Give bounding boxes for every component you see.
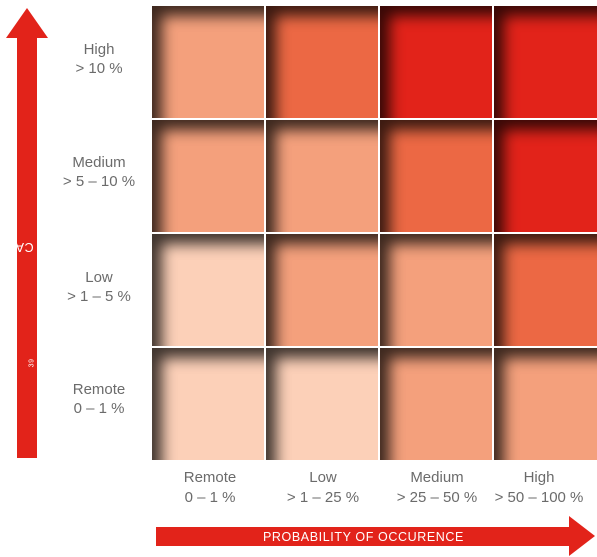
- row-label-range: > 10 %: [75, 60, 123, 77]
- y-axis-label: PLANNED FREE CASH FLOW IMPACT 39: [0, 36, 140, 458]
- col-label-range: > 25 – 50 %: [396, 489, 478, 506]
- y-axis-arrow: [17, 36, 37, 458]
- matrix-cell-r2-c2: [380, 234, 492, 346]
- row-label-name: Remote: [72, 381, 126, 398]
- col-label-range: > 50 – 100 %: [494, 489, 584, 506]
- row-label-low: Low > 1 – 5 %: [44, 268, 154, 306]
- y-axis-arrow-head: [6, 8, 48, 38]
- row-label-name: High: [83, 41, 115, 58]
- row-label-range: > 5 – 10 %: [62, 173, 136, 190]
- matrix-cell-r1-c0: [152, 120, 264, 232]
- x-axis-arrow-head: [569, 516, 595, 556]
- matrix-cell-r1-c2: [380, 120, 492, 232]
- col-label-name: Low: [309, 469, 337, 486]
- matrix-cell-r3-c2: [380, 348, 492, 460]
- matrix-cell-r2-c0: [152, 234, 264, 346]
- col-label-remote: Remote 0 – 1 %: [153, 468, 267, 508]
- matrix-cell-r2-c1: [266, 234, 378, 346]
- matrix-cell-r0-c1: [266, 6, 378, 118]
- row-label-range: > 1 – 5 %: [67, 288, 131, 305]
- matrix-cell-r3-c0: [152, 348, 264, 460]
- y-axis-label-text: PLANNED FREE CASH FLOW IMPACT: [0, 240, 141, 254]
- x-axis-label: PROBABILITY OF OCCURENCE: [262, 529, 464, 544]
- row-label-high: High > 10 %: [44, 40, 154, 78]
- col-label-range: > 1 – 25 %: [286, 489, 360, 506]
- matrix-cell-r0-c0: [152, 6, 264, 118]
- col-label-high: High > 50 – 100 %: [482, 468, 596, 508]
- matrix-cell-r1-c3: [494, 120, 597, 232]
- risk-matrix: [152, 6, 597, 460]
- col-label-low: Low > 1 – 25 %: [266, 468, 380, 508]
- matrix-cell-r3-c3: [494, 348, 597, 460]
- row-label-medium: Medium > 5 – 10 %: [44, 153, 154, 191]
- col-label-medium: Medium > 25 – 50 %: [380, 468, 494, 508]
- matrix-cell-r0-c2: [380, 6, 492, 118]
- col-label-name: Remote: [183, 469, 237, 486]
- y-axis-footnote: 39: [27, 358, 35, 368]
- matrix-cell-r1-c1: [266, 120, 378, 232]
- row-label-name: Low: [85, 269, 113, 286]
- col-label-name: Medium: [410, 469, 464, 486]
- row-label-range: 0 – 1 %: [73, 400, 125, 417]
- matrix-cell-r3-c1: [266, 348, 378, 460]
- matrix-cell-r2-c3: [494, 234, 597, 346]
- row-label-remote: Remote 0 – 1 %: [44, 380, 154, 418]
- col-label-range: 0 – 1 %: [184, 489, 236, 506]
- x-axis-arrow: [156, 527, 571, 546]
- matrix-cell-r0-c3: [494, 6, 597, 118]
- row-label-name: Medium: [72, 154, 126, 171]
- col-label-name: High: [523, 469, 555, 486]
